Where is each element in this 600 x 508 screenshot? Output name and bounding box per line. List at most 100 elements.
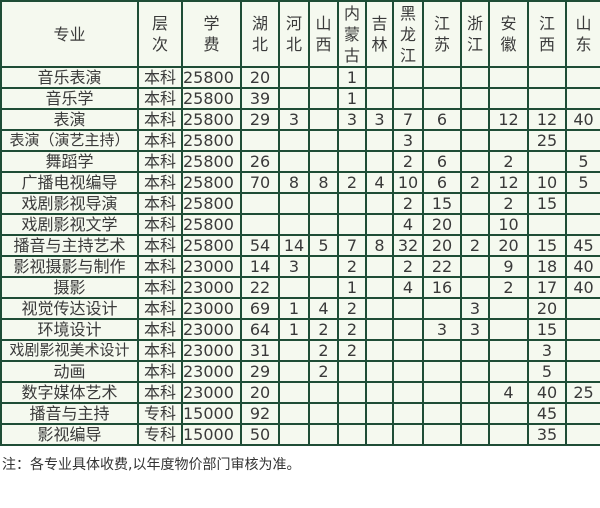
column-header: 专业	[0, 0, 139, 68]
level-cell: 本科	[137, 339, 183, 362]
quota-cell	[392, 423, 424, 446]
quota-cell	[565, 213, 600, 236]
quota-cell: 2	[337, 171, 367, 194]
level-cell: 本科	[137, 318, 183, 341]
quota-cell: 2	[337, 318, 367, 341]
level-cell: 本科	[137, 297, 183, 320]
quota-cell	[308, 255, 339, 278]
quota-cell: 4	[308, 297, 339, 320]
table-row: 戏剧影视文学 本科 25800 4 20 10	[0, 213, 600, 236]
quota-cell	[422, 66, 462, 89]
quota-cell: 16	[422, 276, 462, 299]
quota-cell: 4	[488, 381, 529, 404]
column-header: 浙江	[460, 0, 490, 68]
quota-cell: 5	[308, 234, 339, 257]
quota-cell	[365, 87, 394, 110]
table-row: 广播电视编导 本科 25800 70 8 8 2 4 10 6 2 12 10 5	[0, 171, 600, 194]
table-row: 视觉传达设计 本科 23000 69 1 4 2 3 20	[0, 297, 600, 320]
quota-cell	[565, 423, 600, 446]
quota-cell: 2	[460, 234, 490, 257]
level-cell: 本科	[137, 171, 183, 194]
quota-cell	[365, 297, 394, 320]
quota-cell	[308, 276, 339, 299]
quota-cell: 14	[278, 234, 310, 257]
quota-cell	[308, 150, 339, 173]
tuition-cell: 23000	[181, 276, 242, 299]
quota-cell	[337, 402, 367, 425]
quota-cell: 29	[240, 108, 280, 131]
quota-cell	[278, 66, 310, 89]
quota-cell: 18	[527, 255, 567, 278]
column-header-label: 专业	[53, 24, 86, 44]
quota-cell: 2	[488, 192, 529, 215]
column-header-label: 浙江	[466, 14, 483, 54]
quota-cell: 69	[240, 297, 280, 320]
quota-cell	[278, 276, 310, 299]
quota-cell	[422, 339, 462, 362]
quota-cell	[422, 297, 462, 320]
major-cell: 影视编导	[0, 423, 139, 446]
table-row: 影视摄影与制作 本科 23000 14 3 2 2 22 9 18 40	[0, 255, 600, 278]
quota-cell: 26	[240, 150, 280, 173]
quota-cell	[365, 66, 394, 89]
column-header: 吉林	[365, 0, 394, 68]
quota-cell: 40	[565, 276, 600, 299]
quota-cell: 39	[240, 87, 280, 110]
column-header-label: 河北	[285, 14, 302, 54]
quota-cell: 35	[527, 423, 567, 446]
tuition-cell: 25800	[181, 150, 242, 173]
quota-cell	[337, 213, 367, 236]
quota-cell: 9	[488, 255, 529, 278]
quota-cell: 3	[337, 108, 367, 131]
level-cell: 本科	[137, 150, 183, 173]
quota-cell	[488, 66, 529, 89]
quota-cell: 1	[337, 66, 367, 89]
quota-cell: 2	[337, 297, 367, 320]
major-cell: 广播电视编导	[0, 171, 139, 194]
major-cell: 播音与主持艺术	[0, 234, 139, 257]
level-cell: 本科	[137, 108, 183, 131]
quota-cell: 15	[527, 192, 567, 215]
quota-cell	[565, 402, 600, 425]
quota-cell	[308, 129, 339, 152]
quota-cell	[565, 297, 600, 320]
quota-cell	[460, 255, 490, 278]
major-cell: 音乐表演	[0, 66, 139, 89]
column-header: 黑龙江	[392, 0, 424, 68]
column-header-label: 安徽	[500, 14, 517, 54]
quota-cell	[422, 381, 462, 404]
tuition-cell: 25800	[181, 192, 242, 215]
column-header-label: 江西	[538, 14, 555, 54]
quota-cell	[460, 381, 490, 404]
column-header-label: 黑龙江	[399, 3, 416, 65]
tuition-cell: 23000	[181, 360, 242, 383]
quota-cell	[278, 339, 310, 362]
quota-cell: 1	[278, 297, 310, 320]
quota-cell: 70	[240, 171, 280, 194]
tuition-cell: 23000	[181, 318, 242, 341]
quota-cell: 22	[422, 255, 462, 278]
quota-cell: 2	[392, 192, 424, 215]
quota-cell	[365, 423, 394, 446]
level-cell: 本科	[137, 66, 183, 89]
quota-cell	[278, 87, 310, 110]
quota-cell	[422, 423, 462, 446]
quota-cell: 12	[527, 108, 567, 131]
level-cell: 本科	[137, 360, 183, 383]
major-cell: 戏剧影视文学	[0, 213, 139, 236]
table-row: 音乐学 本科 25800 39 1	[0, 87, 600, 110]
quota-cell: 2	[308, 360, 339, 383]
quota-cell	[460, 150, 490, 173]
quota-cell	[527, 66, 567, 89]
quota-cell: 7	[337, 234, 367, 257]
tuition-cell: 15000	[181, 402, 242, 425]
quota-cell	[565, 129, 600, 152]
quota-cell: 6	[422, 171, 462, 194]
quota-cell	[460, 402, 490, 425]
column-header-label: 山西	[315, 14, 332, 54]
quota-cell: 2	[337, 339, 367, 362]
quota-cell	[365, 318, 394, 341]
quota-cell: 10	[392, 171, 424, 194]
major-cell: 音乐学	[0, 87, 139, 110]
quota-cell	[365, 150, 394, 173]
